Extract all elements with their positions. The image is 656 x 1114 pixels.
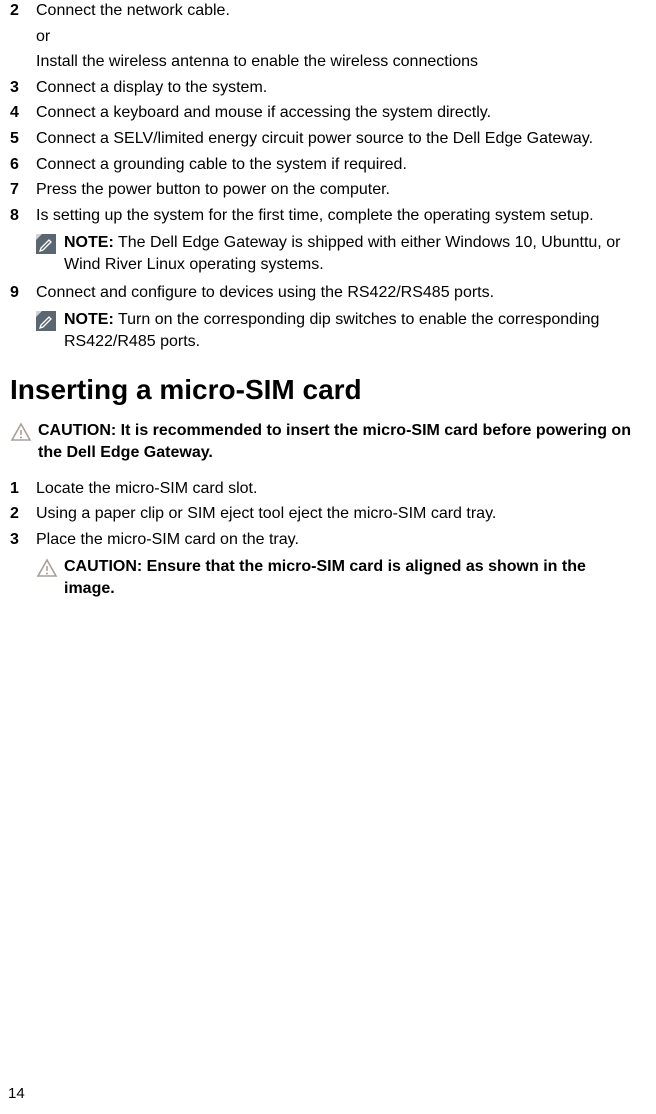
page-number: 14 — [8, 1085, 25, 1102]
caution-label: CAUTION: — [38, 422, 116, 439]
step-number: 3 — [8, 77, 36, 99]
step-number: 5 — [8, 128, 36, 150]
step-item: 8 Is setting up the system for the first… — [8, 205, 636, 227]
step-item: 1 Locate the micro-SIM card slot. — [8, 478, 636, 500]
caution-callout: CAUTION: Ensure that the micro-SIM card … — [36, 556, 636, 599]
step-text: Locate the micro-SIM card slot. — [36, 478, 636, 500]
step-number: 1 — [8, 478, 36, 500]
step-item: 9 Connect and configure to devices using… — [8, 282, 636, 304]
caution-icon — [10, 420, 38, 463]
step-item: 3 Place the micro-SIM card on the tray. — [8, 529, 636, 551]
caution-text: CAUTION: Ensure that the micro-SIM card … — [64, 556, 636, 599]
step-item: 3 Connect a display to the system. — [8, 77, 636, 99]
step-number: 8 — [8, 205, 36, 227]
note-body: Turn on the corresponding dip switches t… — [64, 311, 599, 350]
step-text: Connect and configure to devices using t… — [36, 282, 636, 304]
step-number: 2 — [8, 0, 36, 22]
note-callout: NOTE: The Dell Edge Gateway is shipped w… — [36, 232, 636, 275]
step-item: 2 Connect the network cable. — [8, 0, 636, 22]
step-number: 6 — [8, 154, 36, 176]
step-number: 3 — [8, 529, 36, 551]
caution-icon — [36, 556, 64, 599]
step-text: Connect a grounding cable to the system … — [36, 154, 636, 176]
step-text: Connect a SELV/limited energy circuit po… — [36, 128, 636, 150]
note-icon — [36, 232, 64, 275]
step-number: 2 — [8, 503, 36, 525]
step-number: 9 — [8, 282, 36, 304]
page-content: 2 Connect the network cable. or Install … — [0, 0, 656, 599]
note-callout: NOTE: Turn on the corresponding dip swit… — [36, 309, 636, 352]
note-label: NOTE: — [64, 234, 114, 251]
step-item: 7 Press the power button to power on the… — [8, 179, 636, 201]
caution-callout: CAUTION: It is recommended to insert the… — [10, 420, 636, 463]
note-text: NOTE: Turn on the corresponding dip swit… — [64, 309, 636, 352]
step-text: Using a paper clip or SIM eject tool eje… — [36, 503, 636, 525]
steps-list-a: 2 Connect the network cable. or Install … — [8, 0, 636, 226]
note-label: NOTE: — [64, 311, 114, 328]
step-number: 4 — [8, 102, 36, 124]
note-body: The Dell Edge Gateway is shipped with ei… — [64, 234, 620, 273]
note-icon — [36, 309, 64, 352]
step-text: Connect the network cable. — [36, 0, 636, 22]
step-item: 4 Connect a keyboard and mouse if access… — [8, 102, 636, 124]
step-text: Place the micro-SIM card on the tray. — [36, 529, 636, 551]
step-text: Connect a display to the system. — [36, 77, 636, 99]
step-subtext: Install the wireless antenna to enable t… — [36, 51, 636, 73]
steps-list-b: 1 Locate the micro-SIM card slot. 2 Usin… — [8, 478, 636, 551]
note-text: NOTE: The Dell Edge Gateway is shipped w… — [64, 232, 636, 275]
step-item: 2 Using a paper clip or SIM eject tool e… — [8, 503, 636, 525]
step-number: 7 — [8, 179, 36, 201]
caution-label: CAUTION: — [64, 558, 142, 575]
step-item: 5 Connect a SELV/limited energy circuit … — [8, 128, 636, 150]
caution-body: Ensure that the micro-SIM card is aligne… — [64, 558, 586, 597]
caution-text: CAUTION: It is recommended to insert the… — [38, 420, 636, 463]
section-heading: Inserting a micro-SIM card — [10, 374, 636, 406]
step-text: Connect a keyboard and mouse if accessin… — [36, 102, 636, 124]
step-text: Press the power button to power on the c… — [36, 179, 636, 201]
step-item: 6 Connect a grounding cable to the syste… — [8, 154, 636, 176]
step-text: Is setting up the system for the first t… — [36, 205, 636, 227]
caution-body: It is recommended to insert the micro-SI… — [38, 422, 631, 461]
step-subtext: or — [36, 26, 636, 48]
